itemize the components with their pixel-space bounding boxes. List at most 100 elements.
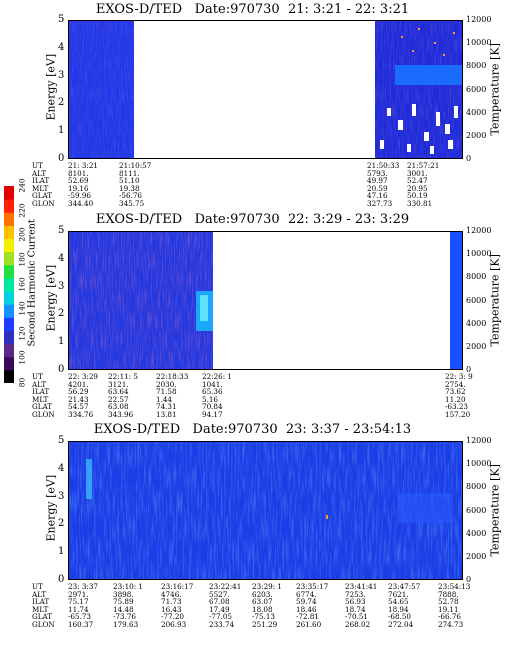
ephemeris-row-label: GLON bbox=[32, 198, 55, 208]
ephemeris-value: 334.76 bbox=[68, 409, 94, 419]
ephemeris-value: 75.89 bbox=[113, 597, 134, 607]
ephemeris-value: 343.96 bbox=[108, 409, 134, 419]
panel-1-ephemeris-column: 21:50:33 5793. 49.97 20.59 47.16 327.73 bbox=[367, 162, 399, 208]
panel-3-ephemeris-column: 23:29: 1 6203. 63.07 18.08 -75.13 251.29 bbox=[252, 583, 282, 629]
ephemeris-value: 23:41:41 bbox=[345, 582, 378, 591]
ephemeris-value: 5793. bbox=[367, 168, 388, 178]
panel-2-ephemeris-column: 22:11: 5 3121. 63.64 22.57 63.08 343.96 bbox=[108, 373, 138, 419]
panel-3-ephemeris-column: 23:16:17 4746. 71.73 16.43 -77.20 206.93 bbox=[161, 583, 193, 629]
ephemeris-row-label: ALT bbox=[32, 168, 47, 178]
panel-2-ytick: 5 bbox=[58, 225, 65, 236]
colorbar-gradient bbox=[4, 186, 14, 384]
panel-1-title: EXOS-D/TED Date:970730 21: 3:21 - 22: 3:… bbox=[95, 2, 410, 17]
colorbar-segment bbox=[4, 304, 14, 318]
colorbar-tick: 80 bbox=[17, 377, 27, 388]
panel-1-ytick-right: 2000 bbox=[466, 130, 487, 140]
ephemeris-value: 23:29: 1 bbox=[252, 582, 282, 591]
ephemeris-value: 11.20 bbox=[445, 394, 466, 404]
ephemeris-value: 4746. bbox=[161, 589, 182, 599]
ephemeris-value: 5.16 bbox=[202, 394, 219, 404]
panel-3-data-segment bbox=[68, 441, 463, 580]
panel-3-ephemeris-column: 23:10: 1 3898. 75.89 14.48 -73.76 179.63 bbox=[113, 583, 143, 629]
ephemeris-value: 20.59 bbox=[367, 183, 388, 193]
panel-1-ytick-right: 8000 bbox=[466, 61, 487, 71]
ephemeris-value: 3001. bbox=[407, 168, 428, 178]
panel-1-ylabel-right: Temperature [K] bbox=[488, 43, 502, 136]
panel-2-ytick: 3 bbox=[58, 280, 65, 292]
ephemeris-value: 19.11 bbox=[438, 604, 459, 614]
ephemeris-value: 22: 3: 9 bbox=[445, 372, 473, 381]
ephemeris-value: 52.47 bbox=[407, 176, 428, 186]
panel-1-ytick-right: 0 bbox=[466, 154, 472, 163]
ephemeris-row-label: ALT bbox=[32, 589, 47, 599]
ephemeris-value: -65.73 bbox=[68, 612, 92, 622]
ephemeris-value: 21: 3:21 bbox=[68, 161, 98, 170]
panel-3-ephemeris-column: 23:35:17 6774. 59.74 18.46 -72.81 261.60 bbox=[296, 583, 328, 629]
ephemeris-value: 327.73 bbox=[367, 198, 393, 208]
ephemeris-row-label: GLON bbox=[32, 619, 55, 629]
panel-1-ytick: 5 bbox=[58, 14, 65, 25]
panel-1-ephemeris-column: 21:10:57 8111. 51.10 19.38 -56.76 345.75 bbox=[119, 162, 151, 208]
panel-3-ytick-right: 10000 bbox=[466, 459, 492, 469]
panel-1-ylabel: Energy [eV] bbox=[44, 53, 58, 121]
ephemeris-value: 19.16 bbox=[68, 183, 89, 193]
colorbar-tick: 200 bbox=[17, 227, 27, 242]
panel-1-plot bbox=[68, 20, 463, 159]
panel-3-ytick: 3 bbox=[58, 490, 65, 502]
ephemeris-value: 18.46 bbox=[296, 604, 317, 614]
ephemeris-value: 54.57 bbox=[68, 402, 89, 412]
ephemeris-value: 52.78 bbox=[438, 597, 459, 607]
ephemeris-value: 7621. bbox=[388, 589, 409, 599]
ephemeris-value: 70.84 bbox=[202, 402, 223, 412]
panel-2-plot bbox=[68, 231, 463, 370]
panel-2-ytick-right: 10000 bbox=[466, 249, 492, 259]
ephemeris-value: 50.19 bbox=[407, 191, 428, 201]
panel-1-ytick: 3 bbox=[58, 69, 65, 81]
ephemeris-value: 18.08 bbox=[252, 604, 273, 614]
ephemeris-value: 22.57 bbox=[108, 394, 129, 404]
panel-1-ytick: 2 bbox=[58, 97, 65, 109]
panel-1-ytick: 1 bbox=[58, 125, 65, 137]
ephemeris-value: 11.74 bbox=[68, 604, 89, 614]
panel-3-ephemeris-labels: UT ALT ILAT MLT GLAT GLON bbox=[32, 583, 55, 629]
colorbar-segment bbox=[4, 330, 14, 345]
ephemeris-value: 8101. bbox=[68, 168, 89, 178]
colorbar-tick: 120 bbox=[17, 326, 27, 341]
ephemeris-value: 345.75 bbox=[119, 198, 145, 208]
ephemeris-value: 206.93 bbox=[161, 619, 187, 629]
ephemeris-value: 52.69 bbox=[68, 176, 89, 186]
panel-3-ylabel-right: Temperature [K] bbox=[488, 464, 502, 557]
panel-3-ephemeris-column: 23:54:13 7888. 52.78 19.11 -66.76 274.73 bbox=[438, 583, 470, 629]
ephemeris-value: -73.76 bbox=[113, 612, 137, 622]
ephemeris-value: 157.20 bbox=[445, 409, 471, 419]
colorbar-tick: 160 bbox=[17, 276, 27, 292]
ephemeris-value: 23: 3:37 bbox=[68, 582, 98, 591]
panel-2-ephemeris-column: 22: 3: 9 2754. 73.62 11.20 -63.23 157.20 bbox=[445, 373, 473, 419]
panel-3-ytick: 4 bbox=[58, 462, 65, 474]
ephemeris-value: -68.50 bbox=[388, 612, 412, 622]
ephemeris-value: 22:26: 1 bbox=[202, 372, 232, 381]
colorbar-tick: 180 bbox=[17, 252, 27, 267]
colorbar-label: Second Harmonic Current bbox=[26, 219, 38, 347]
ephemeris-row-label: GLAT bbox=[32, 402, 53, 412]
panel-2-ytick: 1 bbox=[58, 336, 65, 348]
panel-3-ytick: 0 bbox=[58, 574, 65, 585]
panel-3-ytick-right: 12000 bbox=[466, 436, 492, 445]
colorbar-segment bbox=[4, 317, 14, 331]
ephemeris-value: 74.31 bbox=[156, 402, 177, 412]
ephemeris-value: 233.74 bbox=[209, 619, 235, 629]
ephemeris-value: 3121. bbox=[108, 379, 129, 389]
colorbar-tick: 100 bbox=[17, 350, 27, 366]
ephemeris-row-label: MLT bbox=[32, 183, 49, 193]
ephemeris-value: -75.13 bbox=[252, 612, 276, 622]
ephemeris-value: -63.23 bbox=[445, 402, 469, 412]
ephemeris-value: -66.76 bbox=[438, 612, 462, 622]
panel-1-ytick: 0 bbox=[58, 153, 65, 164]
ephemeris-value: -77.20 bbox=[161, 612, 185, 622]
panel-3-ephemeris-column: 23:41:41 7253. 56.93 18.74 -70.51 268.02 bbox=[345, 583, 377, 629]
ephemeris-value: 73.62 bbox=[445, 387, 466, 397]
panel-3-feature bbox=[86, 459, 92, 499]
colorbar-segment bbox=[4, 212, 14, 226]
colorbar-segment bbox=[4, 356, 14, 371]
ephemeris-value: 23:47:57 bbox=[388, 582, 421, 591]
